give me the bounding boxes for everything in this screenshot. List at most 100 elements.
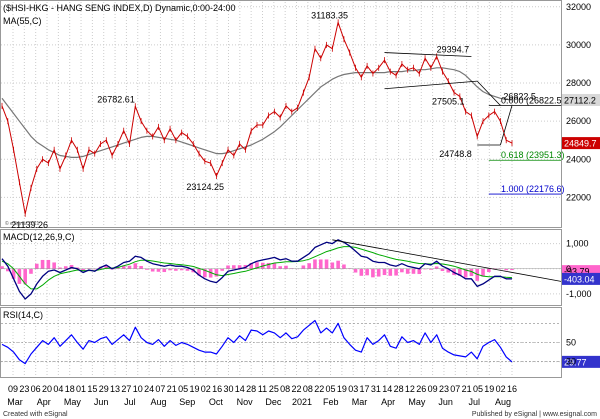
macd-histogram-bar xyxy=(237,265,242,269)
price-annotation: 24748.8 xyxy=(439,149,472,159)
footer-created-with: Created with eSignal xyxy=(3,411,68,418)
x-day-tick: 12 xyxy=(405,384,415,394)
macd-histogram-bar xyxy=(353,268,358,273)
macd-histogram-bar xyxy=(371,268,375,278)
x-month-label: Aug xyxy=(151,397,167,407)
x-day-tick: 19 xyxy=(337,384,347,394)
macd-histogram-bar xyxy=(46,259,51,269)
macd-histogram-bar xyxy=(197,268,201,276)
macd-histogram-bar xyxy=(23,268,27,284)
macd-histogram-bar xyxy=(405,268,410,274)
x-month-label: Sep xyxy=(179,397,195,407)
y-tick-label: 24000 xyxy=(566,154,591,164)
macd-histogram-bar xyxy=(330,262,335,269)
y-axes: 32000 30000 28000 26000 24000 22000 1,000 0 -1,0… xyxy=(566,2,592,367)
macd-histogram-bar xyxy=(174,268,178,271)
macd-histogram-bar xyxy=(342,264,346,269)
macd-histogram-bar xyxy=(156,268,161,272)
x-day-tick: 05 xyxy=(326,384,336,394)
x-day-tick: 25 xyxy=(269,384,279,394)
x-day-tick: 11 xyxy=(258,384,267,394)
x-day-tick: 19 xyxy=(484,384,494,394)
macd-histogram-bar xyxy=(58,267,62,269)
x-day-tick: 09 xyxy=(428,384,438,394)
macd-histogram-bar xyxy=(266,262,271,269)
x-day-tick: 04 xyxy=(53,384,63,394)
rsi-panel-title: RSI(14,C) xyxy=(3,310,43,320)
macd-histogram-bar xyxy=(168,268,172,271)
x-month-label: 2021 xyxy=(292,397,312,407)
x-month-label: Oct xyxy=(209,397,224,407)
swing-line xyxy=(500,105,513,146)
macd-histogram-bar xyxy=(272,263,277,269)
macd-histogram-bar xyxy=(40,259,45,269)
rsi-panel: 29.77 xyxy=(1,319,600,368)
macd-histogram-bar xyxy=(145,268,149,270)
x-month-label: Aug xyxy=(495,397,511,407)
y-tick-label: 28000 xyxy=(566,78,591,88)
price-panel-frame xyxy=(0,0,562,228)
price-panel-title: ($HSI-HKG - HANG SENG INDEX,D) Dynamic,0… xyxy=(3,3,236,13)
channel-top-line xyxy=(384,52,472,57)
x-day-tick: 02 xyxy=(496,384,506,394)
macd-histogram-bar xyxy=(278,266,282,269)
macd-histogram-bar xyxy=(5,268,10,272)
y-tick-label: 22000 xyxy=(566,192,591,202)
y-tick-label: -1,000 xyxy=(566,289,592,299)
macd-histogram-bar xyxy=(400,268,404,273)
x-day-tick: 31 xyxy=(371,384,381,394)
x-day-tick: 01 xyxy=(76,384,86,394)
macd-histogram-bar xyxy=(458,268,462,276)
macd-histogram-bar xyxy=(150,268,155,272)
x-day-tick: 23 xyxy=(439,384,449,394)
rsi-value-tag-bg xyxy=(562,355,600,368)
x-day-tick: 26 xyxy=(416,384,426,394)
x-month-label: May xyxy=(64,397,82,407)
macd-value-tag: -403.04 xyxy=(564,274,595,284)
macd-histogram-bar xyxy=(116,267,120,269)
x-month-label: Jun xyxy=(94,397,109,407)
macd-histogram-bar xyxy=(382,268,387,276)
macd-panel: -93.79-403.04 xyxy=(0,239,600,300)
macd-histogram-bar xyxy=(481,268,485,277)
x-month-label: Jul xyxy=(124,397,136,407)
macd-histogram-bar xyxy=(255,262,259,269)
rsi-panel-frame xyxy=(0,307,562,378)
macd-histogram-bar xyxy=(365,268,369,276)
x-day-tick: 14 xyxy=(382,384,392,394)
y-tick-label: 50 xyxy=(566,338,576,348)
x-day-tick: 18 xyxy=(65,384,75,394)
price-annotation: 23124.25 xyxy=(186,182,224,192)
x-day-tick: 13 xyxy=(110,384,120,394)
macd-histogram-bar xyxy=(440,268,445,272)
x-day-tick: 17 xyxy=(360,384,370,394)
macd-histogram-bar xyxy=(318,259,323,269)
x-day-tick: 20 xyxy=(42,384,52,394)
macd-value-tag: -93.79 xyxy=(564,267,590,277)
x-month-label: Mar xyxy=(352,397,368,407)
price-tag-bg xyxy=(562,137,600,150)
macd-histogram-bar xyxy=(63,266,68,269)
price-annotation: 21139.26 xyxy=(11,220,48,230)
x-month-label: Apr xyxy=(381,397,395,407)
macd-histogram-bar xyxy=(127,265,132,269)
macd-histogram-bar xyxy=(232,265,236,269)
macd-histogram-bar xyxy=(208,268,213,278)
macd-histogram-bar xyxy=(34,263,39,269)
macd-histogram-bar xyxy=(394,268,398,276)
x-day-tick: 28 xyxy=(394,384,404,394)
macd-histogram-bar xyxy=(179,268,184,271)
x-day-tick: 19 xyxy=(189,384,199,394)
y-tick-label: 0 xyxy=(566,264,571,274)
price-annotation: 29394.7 xyxy=(437,44,470,54)
macd-histogram-bar xyxy=(434,266,439,269)
x-day-tick: 29 xyxy=(99,384,109,394)
macd-histogram-bar xyxy=(214,268,219,277)
x-month-label: May xyxy=(408,397,426,407)
macd-histogram-bar xyxy=(463,268,468,278)
macd-histogram-bar xyxy=(446,268,451,273)
x-day-tick: 07 xyxy=(450,384,460,394)
x-day-tick: 08 xyxy=(303,384,313,394)
